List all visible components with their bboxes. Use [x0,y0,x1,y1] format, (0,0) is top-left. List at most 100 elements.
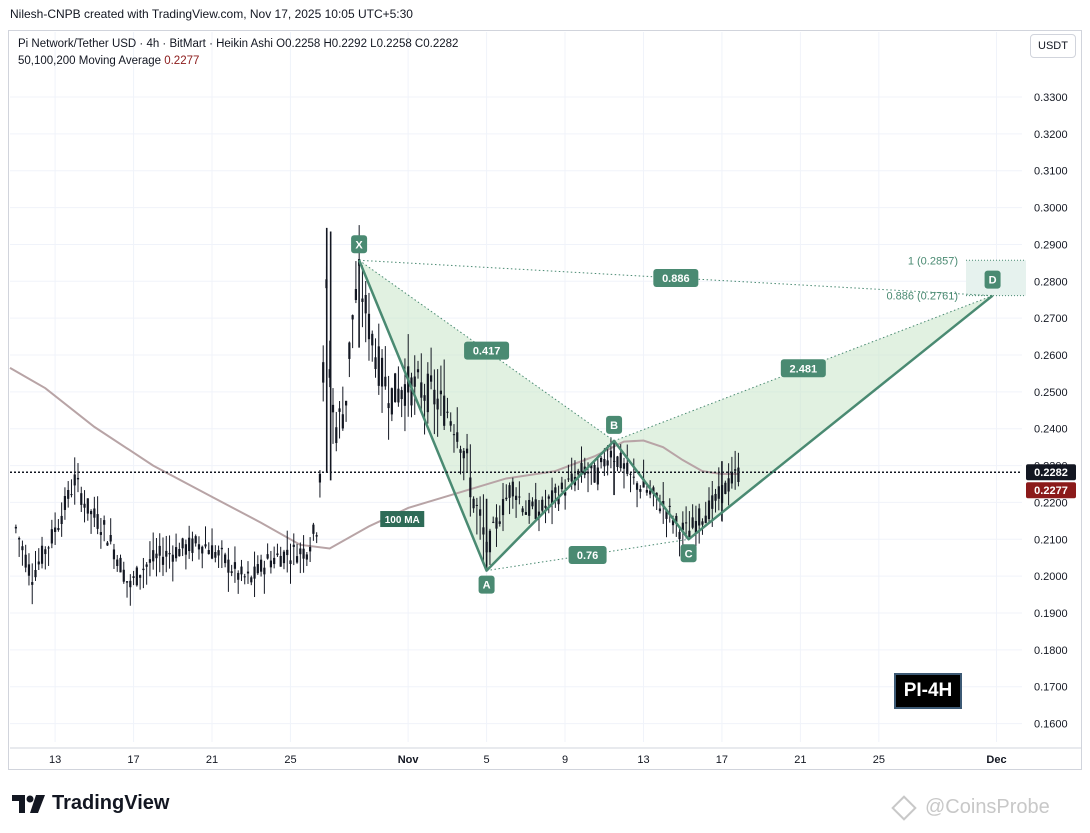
y-tick-label: 0.3000 [1034,203,1068,215]
candle-body [671,520,675,526]
candle-body [44,549,47,555]
tradingview-logo[interactable]: TradingView [12,792,169,815]
ma-legend-value: 0.2277 [164,55,200,67]
pattern-point-box[interactable] [984,270,1001,289]
candle-body [498,521,501,524]
candle-body [302,548,305,559]
candle-body [511,481,514,497]
xab-triangle [359,260,615,571]
candle-body [318,473,322,483]
candle-body [328,369,331,378]
y-tick-label: 0.1800 [1034,645,1068,657]
candle-body [416,369,420,373]
candle-body [351,315,354,320]
candle-body [217,550,220,556]
candle-body [89,510,93,515]
candle-body [299,548,302,555]
candle-body [410,377,413,406]
symbol-ohlc-line[interactable]: Pi Network/Tether USD · 4h · BitMart · H… [18,38,459,50]
candle-body [439,390,443,395]
candle-body [714,493,717,501]
candle-body [629,473,632,475]
candle-body [246,571,250,574]
candle-body [560,482,563,490]
candle-body [685,522,688,524]
candle-body [165,550,168,557]
x-tick-label: 21 [206,754,218,766]
pattern-point-label: X [355,239,363,251]
candle-body [593,464,596,483]
candle-body [116,559,119,566]
candle-body [681,522,684,531]
candle-body [135,567,138,586]
pattern-point-label: A [483,580,491,592]
candle-body [220,547,223,550]
candle-body [400,390,403,400]
candle-body [338,408,341,412]
candle-body [371,333,374,346]
candle-body [531,501,534,507]
candle-body [207,550,210,555]
tradingview-logo-icon [12,794,45,813]
candle-body [129,580,132,588]
candle-body [106,542,109,546]
candle-body [449,421,452,426]
pattern-point-label: D [989,275,997,287]
y-tick-label: 0.3300 [1034,92,1068,104]
chart-legend: Pi Network/Tether USD · 4h · BitMart · H… [18,36,458,70]
pattern-point-box[interactable] [680,544,697,563]
candle-body [50,529,53,544]
candle-body [377,346,380,386]
pattern-point-box[interactable] [478,575,495,594]
candle-body [596,467,599,485]
candle-body [132,576,135,578]
candle-body [148,559,152,563]
candle-body [361,298,364,302]
x-tick-label: 21 [794,754,806,766]
candle-body [423,395,426,401]
candle-body [662,501,665,507]
candle-body [492,521,495,523]
y-tick-label: 0.3100 [1034,166,1068,178]
candle-body [155,553,158,559]
candle-body [600,457,603,463]
ma-price-tag [1026,482,1076,499]
pi-4h-badge: PI-4H [894,673,962,709]
fib-level-label: 0.886 (0.2761) [886,291,958,303]
candle-body [508,485,511,498]
candle-body [635,483,639,490]
candle-body [639,489,642,492]
candle-body [54,527,57,532]
candle-body [426,373,429,413]
pattern-point-box[interactable] [606,415,623,434]
candle-body [194,536,197,544]
candle-body [501,499,505,516]
candle-body [665,510,668,519]
candle-body [279,555,282,567]
pattern-point-box[interactable] [351,235,368,254]
ma-legend-line[interactable]: 50,100,200 Moving Average 0.2277 [18,53,458,70]
candle-body [80,493,83,505]
ma-100-line [9,367,740,550]
candle-body [171,554,174,562]
candle-body [394,373,397,402]
candle-body [57,528,60,530]
candle-body [469,477,472,498]
candle-body [305,554,308,560]
candle-body [70,494,73,496]
candle-body [701,521,704,525]
candle-body [557,497,560,505]
candle-body [367,313,371,340]
candle-body [488,530,492,553]
candle-body [348,342,351,359]
candle-body [603,459,606,467]
ma-tag-text: 100 MA [385,515,420,526]
candle-body [224,554,227,564]
y-tick-label: 0.2100 [1034,534,1068,546]
candle-body [210,545,214,559]
candle-body [67,490,70,499]
currency-button[interactable]: USDT [1030,34,1076,58]
candle-body [616,456,619,467]
y-tick-label: 0.2900 [1034,239,1068,251]
